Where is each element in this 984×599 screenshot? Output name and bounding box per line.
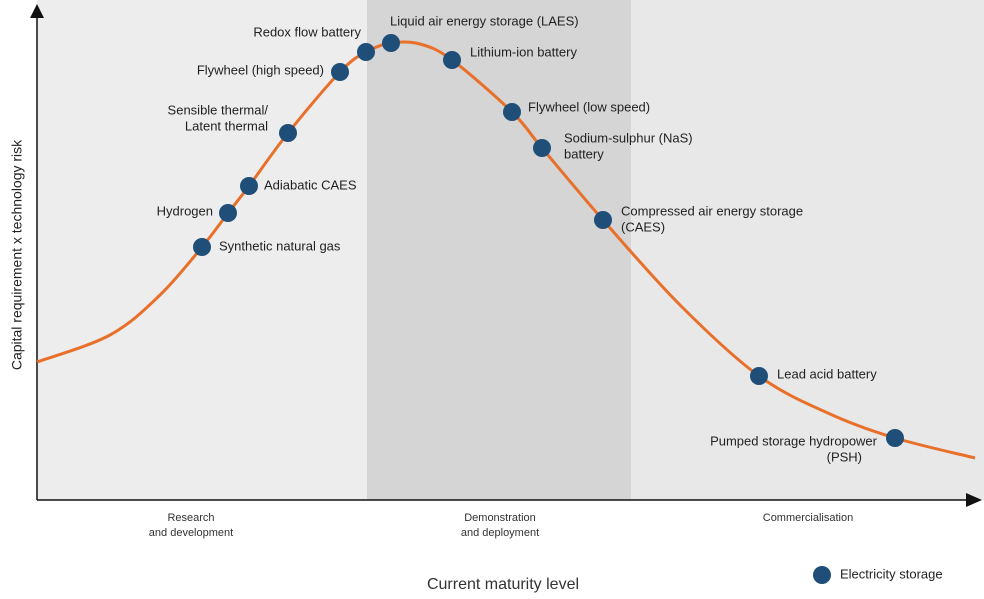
phase-band — [367, 0, 631, 500]
node-marker — [533, 139, 551, 157]
node-marker — [594, 211, 612, 229]
phase-label: and development — [149, 527, 233, 539]
node-marker — [331, 63, 349, 81]
node-label: Flywheel (high speed) — [197, 62, 324, 77]
node-label: Compressed air energy storage — [621, 203, 803, 218]
node-label: Lead acid battery — [777, 366, 877, 381]
node-marker — [219, 204, 237, 222]
node-label: Latent thermal — [185, 118, 268, 133]
node-marker — [279, 124, 297, 142]
node-marker — [382, 34, 400, 52]
y-axis-arrow — [30, 4, 44, 18]
legend-label: Electricity storage — [840, 566, 943, 581]
phase-band — [631, 0, 984, 500]
x-axis-arrow — [966, 493, 982, 507]
node-marker — [503, 103, 521, 121]
legend-marker — [813, 566, 831, 584]
phase-label: Commercialisation — [763, 512, 853, 524]
node-marker — [240, 177, 258, 195]
node-marker — [886, 429, 904, 447]
y-axis-label: Capital requirement x technology risk — [9, 139, 25, 370]
node-marker — [750, 367, 768, 385]
node-label: Flywheel (low speed) — [528, 99, 650, 114]
node-label: Synthetic natural gas — [219, 238, 341, 253]
node-label: Sensible thermal/ — [168, 102, 269, 117]
node-marker — [193, 238, 211, 256]
phase-label: Research — [167, 512, 214, 524]
node-marker — [357, 43, 375, 61]
node-label: Adiabatic CAES — [264, 177, 357, 192]
node-label: (CAES) — [621, 219, 665, 234]
node-label: Redox flow battery — [253, 24, 361, 39]
x-axis-label: Current maturity level — [427, 576, 579, 593]
node-label: Pumped storage hydropower — [710, 433, 878, 448]
node-label: (PSH) — [827, 449, 862, 464]
node-label: battery — [564, 146, 604, 161]
node-label: Liquid air energy storage (LAES) — [390, 13, 579, 28]
phase-label: and deployment — [461, 527, 539, 539]
node-marker — [443, 51, 461, 69]
node-label: Lithium-ion battery — [470, 44, 577, 59]
phase-label: Demonstration — [464, 512, 536, 524]
node-label: Hydrogen — [157, 203, 213, 218]
node-label: Sodium-sulphur (NaS) — [564, 130, 693, 145]
